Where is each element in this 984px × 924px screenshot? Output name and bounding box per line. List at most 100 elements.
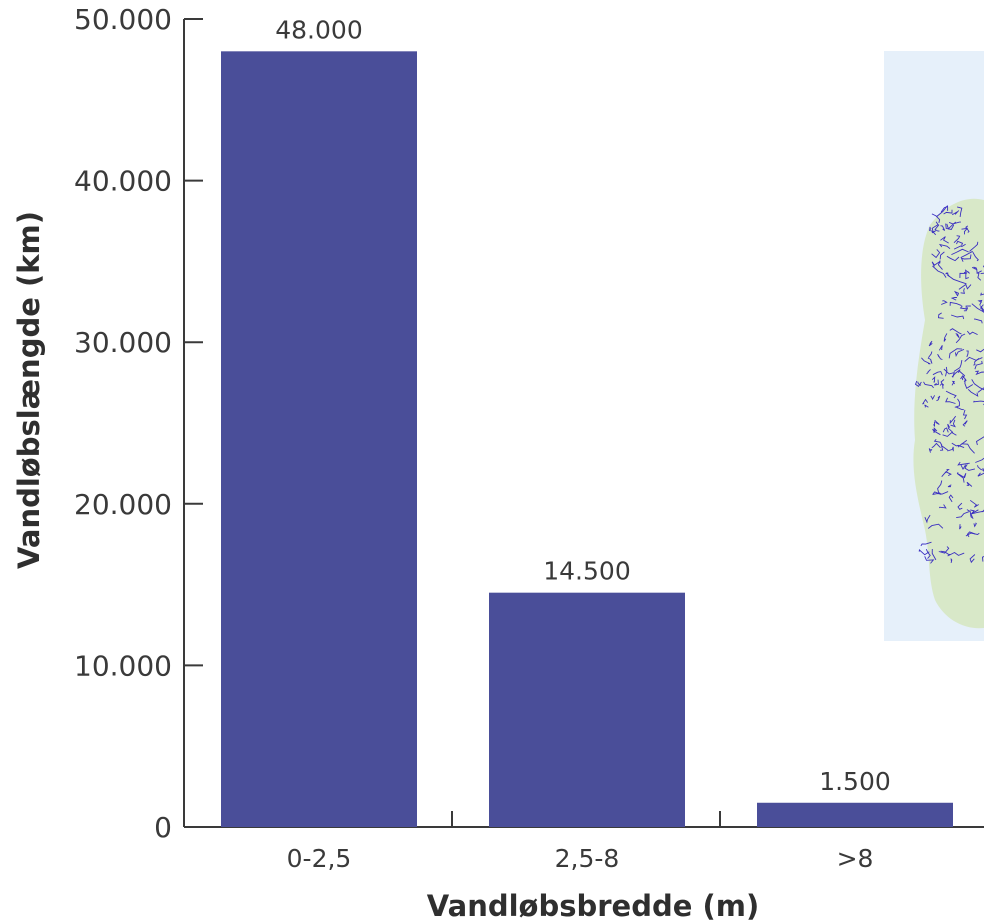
river-line [937, 353, 943, 360]
river-line [948, 494, 954, 503]
river-line [938, 345, 943, 351]
river-line [961, 443, 975, 454]
river-line [965, 532, 980, 537]
river-line [957, 461, 970, 466]
bars: 48.000 14.500 1.500 [221, 15, 953, 827]
river-line [940, 444, 949, 451]
river-line [950, 419, 956, 428]
river-line [951, 380, 955, 386]
river-line [940, 236, 949, 244]
river-line [927, 357, 933, 364]
river-line [947, 551, 965, 557]
river-line [953, 235, 961, 244]
data-label: 14.500 [543, 557, 630, 586]
river-line [976, 348, 984, 353]
river-line [939, 383, 945, 386]
river-line [950, 297, 957, 301]
river-line [946, 274, 967, 285]
river-line [953, 360, 963, 372]
river-line [946, 255, 960, 262]
x-tick-label: 2,5-8 [555, 844, 620, 873]
river-line [974, 318, 983, 324]
river-line [920, 541, 932, 547]
x-axis-title: Vandløbsbredde (m) [427, 889, 759, 923]
river-line [951, 210, 960, 216]
river-line [960, 464, 967, 471]
river-line [936, 395, 941, 402]
y-tick-label: 40.000 [74, 165, 172, 198]
y-tick-label: 30.000 [74, 326, 172, 359]
river-line [979, 304, 984, 313]
x-tick-label: 0-2,5 [287, 844, 352, 873]
river-line [971, 379, 984, 391]
river-line [956, 240, 964, 246]
river-line [953, 243, 966, 250]
river-line [964, 464, 976, 471]
river-line [972, 400, 984, 403]
river-line [957, 473, 967, 479]
river-line [928, 351, 933, 358]
river-line [921, 357, 931, 365]
river-line [969, 499, 979, 508]
river-line [934, 419, 940, 425]
river-line [974, 360, 983, 370]
river-line [941, 471, 952, 477]
river-line [938, 312, 944, 319]
river-line [947, 446, 954, 452]
y-tick-label: 0 [154, 811, 172, 844]
river-line [977, 387, 984, 393]
river-line [928, 448, 933, 453]
river-line [936, 205, 948, 217]
river-line [938, 546, 950, 554]
river-line [948, 221, 961, 225]
river-line [934, 224, 940, 232]
river-line [943, 209, 953, 215]
river-line [931, 261, 941, 267]
river-line [942, 431, 957, 437]
river-line [951, 248, 969, 256]
data-label: 1.500 [819, 767, 891, 796]
river-line [932, 428, 941, 436]
y-axis: 0 10.000 20.000 30.000 40.000 50.000 [74, 3, 203, 844]
y-axis-title: Vandløbslængde (km) [12, 211, 46, 569]
river-line [963, 305, 971, 312]
river-line [956, 472, 965, 483]
river-line [932, 491, 949, 495]
river-line [918, 548, 930, 556]
river-line [925, 549, 931, 559]
river-line [922, 398, 929, 405]
river-line [959, 305, 969, 310]
river-line [923, 381, 934, 389]
inset-map-rivers [914, 205, 984, 564]
x-tick-label: >8 [837, 844, 874, 873]
river-line [965, 225, 970, 233]
river-line [927, 523, 944, 529]
river-line [965, 269, 970, 275]
river-line [961, 254, 972, 260]
river-line [980, 272, 984, 275]
y-tick-label: 50.000 [74, 3, 172, 36]
river-line [961, 227, 969, 235]
river-line [971, 266, 982, 274]
river-line [940, 225, 946, 231]
river-line [931, 376, 936, 383]
river-line [934, 379, 939, 386]
river-line [967, 388, 979, 397]
river-line [931, 249, 941, 259]
river-line [954, 348, 965, 357]
river-line [957, 439, 968, 448]
river-line [966, 481, 973, 487]
river-line [945, 272, 950, 278]
river-line [945, 397, 956, 404]
river-line [938, 504, 947, 509]
river-line [945, 390, 957, 399]
river-line [955, 406, 964, 411]
bar [489, 592, 685, 827]
bar [757, 802, 953, 827]
river-line [982, 556, 984, 562]
river-line [941, 300, 948, 305]
river-line [966, 330, 978, 336]
river-line [943, 368, 955, 378]
river-line [955, 333, 960, 338]
